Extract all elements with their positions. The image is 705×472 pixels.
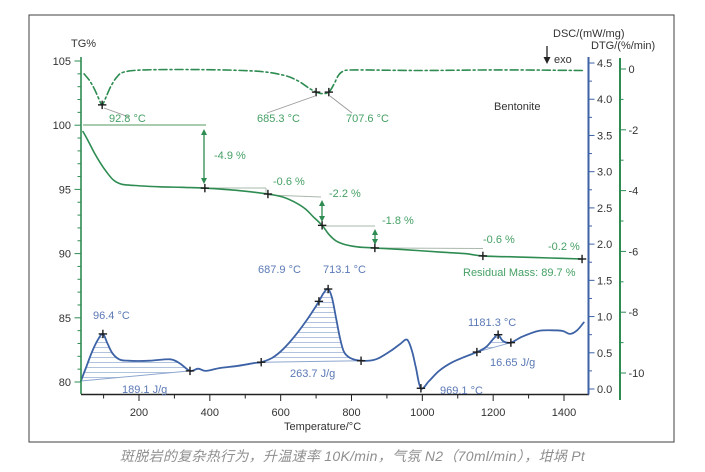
svg-text:100: 100 [53, 120, 71, 132]
svg-text:1.0: 1.0 [597, 312, 612, 324]
dtg-axis: 0 -2 -4 -6 -8 -10 [619, 58, 645, 400]
svg-text:0.5: 0.5 [597, 348, 612, 360]
annotation-label: 189.1 J/g [122, 384, 167, 396]
annotation-label: -0.6 % [273, 176, 305, 188]
svg-text:800: 800 [342, 407, 360, 419]
svg-text:1400: 1400 [552, 407, 576, 419]
annotation-label: 16.65 J/g [490, 357, 535, 369]
svg-text:1200: 1200 [481, 407, 505, 419]
svg-text:2.5: 2.5 [597, 203, 612, 215]
annotation-label: 1181.3 °C [468, 317, 516, 329]
svg-text:105: 105 [53, 56, 71, 68]
exo-arrow-icon [543, 46, 551, 64]
annotation-label: 92.8 °C [109, 113, 146, 125]
svg-text:3.0: 3.0 [597, 167, 612, 179]
svg-text:2.0: 2.0 [597, 239, 612, 251]
svg-text:400: 400 [201, 407, 219, 419]
svg-text:4.5: 4.5 [597, 58, 612, 70]
annotation-label: -1.8 % [382, 215, 414, 227]
svg-text:-6: -6 [629, 246, 639, 258]
annotation-label: Temperature/°C [284, 421, 361, 433]
annotation-label: 707.6 °C [346, 113, 389, 125]
svg-text:-10: -10 [629, 368, 645, 380]
annotation-label: 263.7 J/g [290, 368, 335, 380]
data-point-markers [97, 87, 587, 393]
svg-text:-2: -2 [629, 125, 639, 137]
svg-text:80: 80 [59, 377, 71, 389]
x-axis: 200 400 600 800 1000 1200 1400 [81, 393, 589, 419]
annotation-label: Residual Mass: 89.7 % [463, 267, 576, 279]
annotation-label: DTG/(%/min) [591, 40, 655, 52]
svg-text:1.5: 1.5 [597, 275, 612, 287]
annotation-label: Bentonite [494, 101, 540, 113]
annotation-label: 687.9 °C [258, 264, 301, 276]
svg-text:0: 0 [629, 64, 635, 76]
annotation-label: 713.1 °C [323, 264, 366, 276]
svg-text:3.5: 3.5 [597, 130, 612, 142]
dsc-baselines [80, 342, 512, 382]
annotation-label: -0.6 % [483, 234, 515, 246]
annotation-label: 685.3 °C [257, 113, 300, 125]
dsc-axis: 4.5 4.0 3.5 3.0 2.5 2.0 1.5 1.0 0.5 0.0 [587, 57, 612, 396]
annotations: 92.8 °C 685.3 °C 707.6 °C -4.9 % -0.6 % -2.2 … [71, 28, 655, 433]
tg-curve [82, 130, 583, 260]
annotation-label: -4.9 % [214, 150, 246, 162]
tg-axis: 105 100 95 90 85 80 [53, 56, 82, 394]
mass-step-arrows [201, 129, 378, 245]
annotation-label: -2.2 % [329, 188, 361, 200]
svg-text:90: 90 [59, 249, 71, 261]
svg-text:0.0: 0.0 [597, 384, 612, 396]
svg-text:85: 85 [59, 313, 71, 325]
svg-text:95: 95 [59, 184, 71, 196]
annotation-label: exo [554, 54, 572, 66]
svg-text:-4: -4 [629, 186, 639, 198]
svg-text:200: 200 [130, 407, 148, 419]
svg-text:4.0: 4.0 [597, 94, 612, 106]
annotation-label: -0.2 % [548, 241, 580, 253]
chart-border [28, 14, 675, 443]
annotation-label: DSC/(mW/mg) [553, 28, 625, 40]
svg-text:600: 600 [271, 407, 289, 419]
annotation-label: TG% [71, 38, 96, 50]
leader-lines [103, 95, 353, 118]
svg-text:1000: 1000 [410, 407, 434, 419]
annotation-label: 96.4 °C [93, 310, 130, 322]
figure-caption: 斑脱岩的复杂热行为，升温速率 10K/min，气氛 N2（70ml/min），坩… [119, 448, 586, 464]
svg-text:-8: -8 [629, 307, 639, 319]
annotation-label: 969.1 °C [440, 385, 483, 397]
